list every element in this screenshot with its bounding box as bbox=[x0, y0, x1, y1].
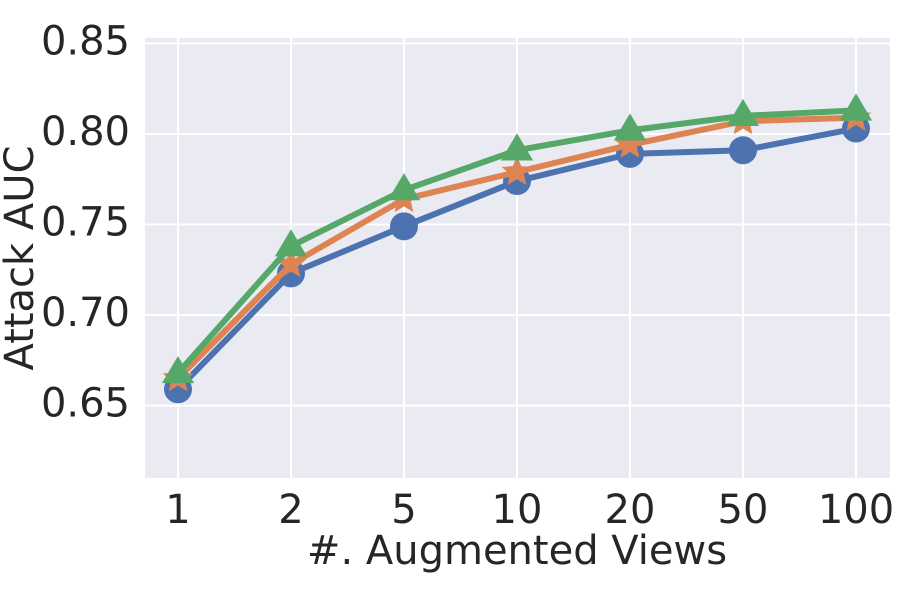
marker bbox=[501, 155, 533, 185]
marker bbox=[387, 173, 421, 201]
marker bbox=[613, 113, 647, 141]
y-tick-label: 0.65 bbox=[41, 381, 130, 427]
marker bbox=[390, 212, 418, 241]
marker bbox=[729, 136, 757, 165]
y-tick-label: 0.70 bbox=[41, 290, 130, 336]
marker bbox=[161, 355, 195, 384]
x-tick-label: 10 bbox=[492, 487, 543, 533]
marker bbox=[500, 133, 534, 161]
marker bbox=[726, 98, 760, 127]
marker bbox=[275, 248, 307, 278]
y-tick-label: 0.85 bbox=[41, 18, 130, 64]
y-tick-label: 0.75 bbox=[41, 200, 130, 246]
y-tick-label: 0.80 bbox=[41, 109, 130, 155]
x-tick-label: 20 bbox=[605, 487, 656, 533]
x-tick-label: 2 bbox=[278, 487, 303, 533]
x-tick-label: 100 bbox=[818, 487, 894, 533]
y-axis-label: Attack AUC bbox=[0, 146, 43, 371]
x-tick-label: 5 bbox=[391, 487, 416, 533]
marker bbox=[614, 128, 646, 158]
x-tick-label: 50 bbox=[718, 487, 769, 533]
marker bbox=[274, 229, 308, 257]
x-axis-label: #. Augmented Views bbox=[307, 528, 727, 574]
marker bbox=[839, 93, 873, 121]
x-tick-label: 1 bbox=[165, 487, 190, 533]
